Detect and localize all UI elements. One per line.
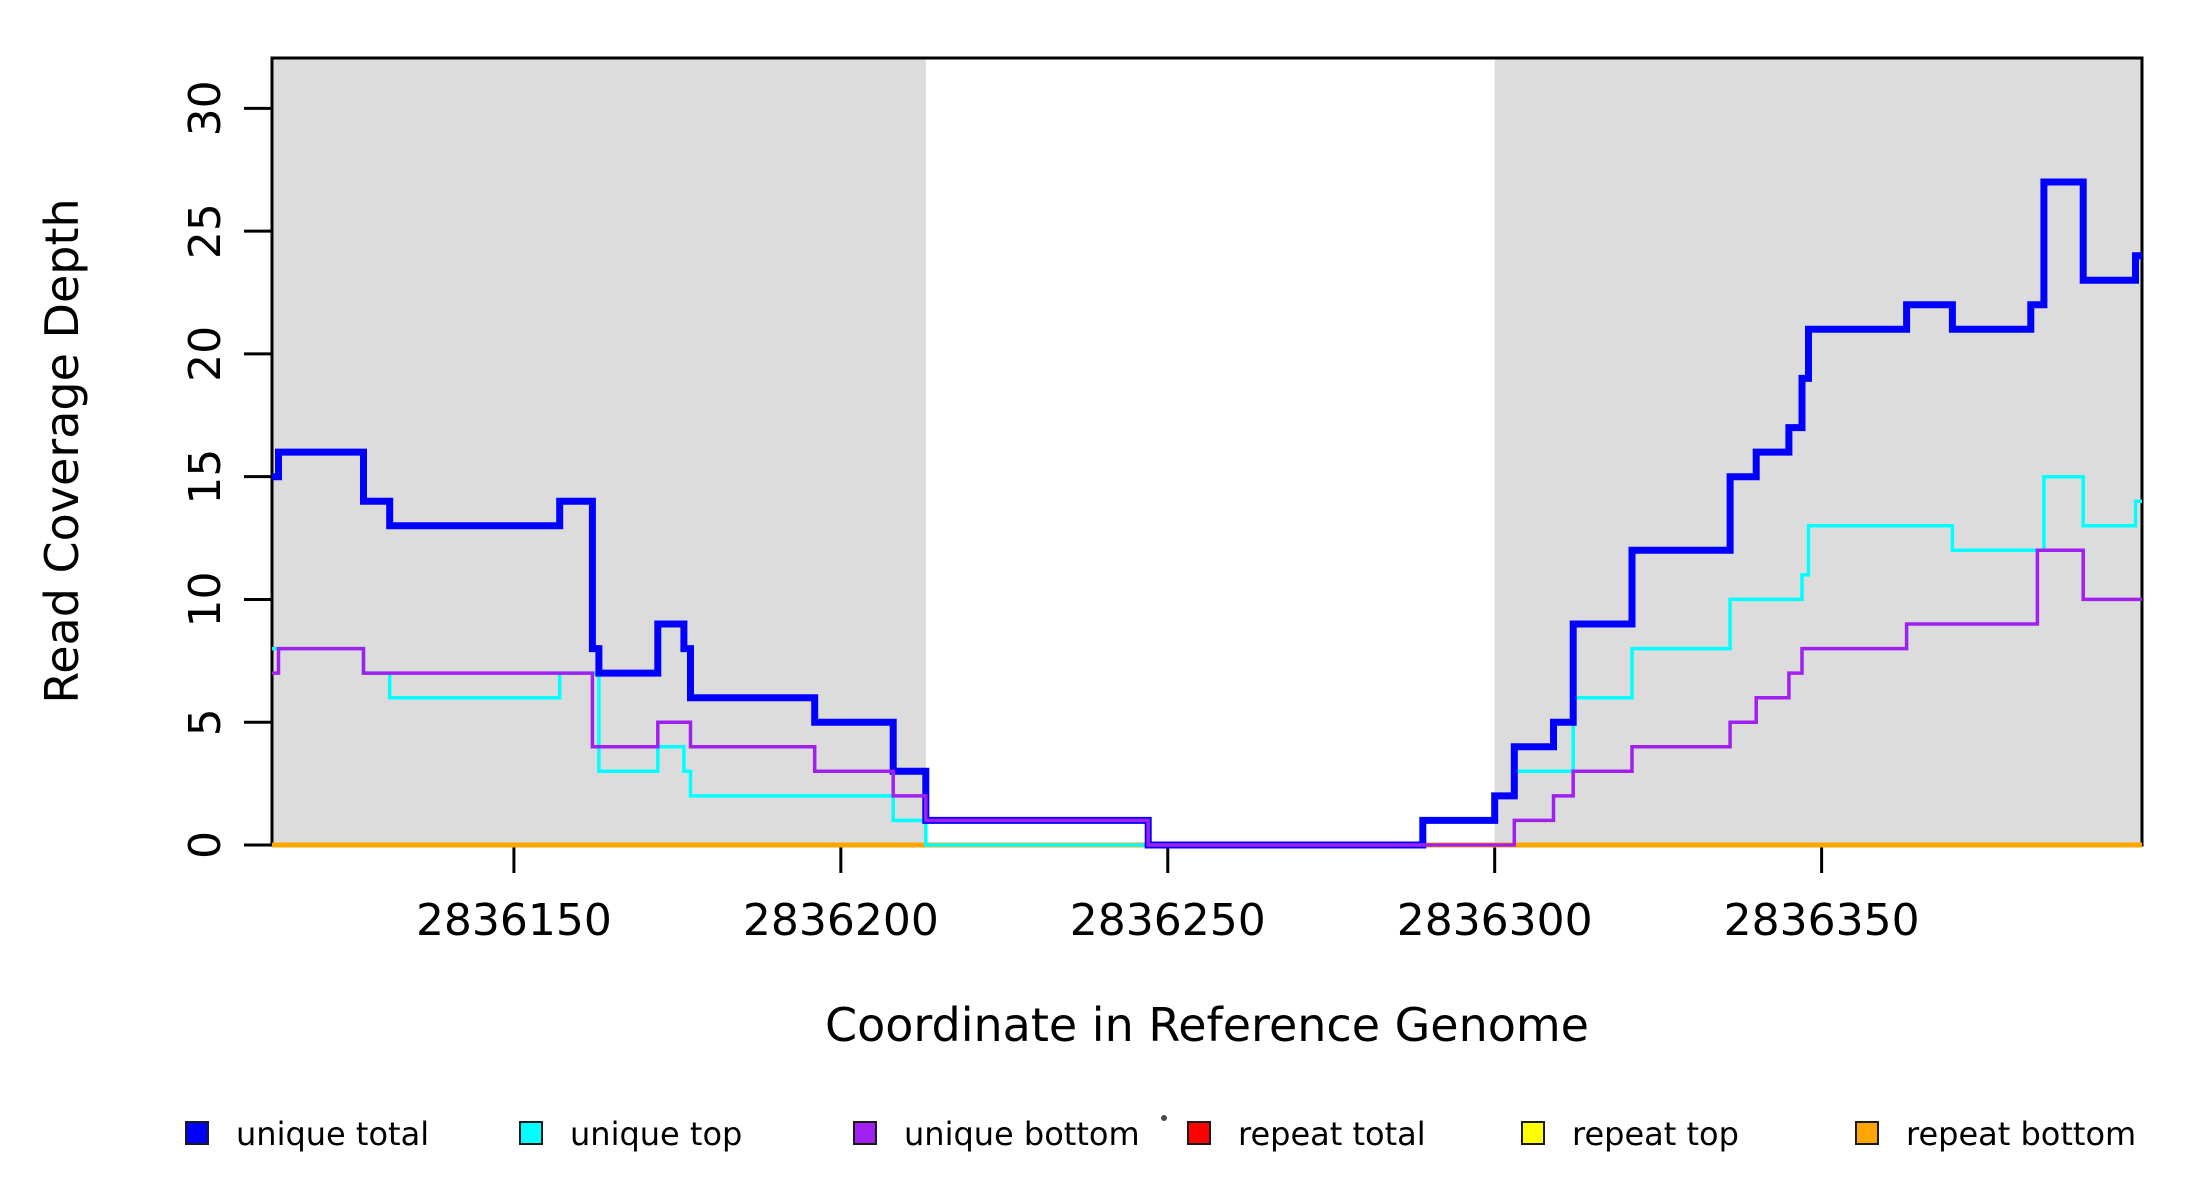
x-tick-label: 2836300 (1397, 895, 1593, 946)
y-tick-label: 5 (180, 708, 231, 736)
legend-swatch-unique-top (519, 1121, 543, 1145)
series-line-unique-total (272, 178, 2142, 849)
shaded-region (1494, 58, 2142, 845)
legend-label-unique-total: unique total (236, 1115, 429, 1153)
y-tick-label: 20 (180, 326, 231, 382)
y-tick-label: 15 (180, 449, 231, 505)
legend-label-repeat-top: repeat top (1572, 1115, 1739, 1153)
x-tick-label: 2836200 (743, 895, 939, 946)
x-tick-label: 2836350 (1724, 895, 1920, 946)
series-line-unique-bottom (272, 548, 2142, 847)
y-tick-label: 10 (180, 571, 231, 627)
legend-swatch-unique-total (185, 1121, 209, 1145)
legend-swatch-repeat-top (1521, 1121, 1545, 1145)
legend-label-unique-top: unique top (570, 1115, 742, 1153)
y-axis-title: Read Coverage Depth (35, 198, 89, 704)
legend-swatch-unique-bottom (853, 1121, 877, 1145)
legend-label-unique-bottom: unique bottom (904, 1115, 1140, 1153)
stray-dot-artifact (1161, 1115, 1167, 1121)
y-tick-label: 25 (180, 203, 231, 259)
legend-label-repeat-total: repeat total (1238, 1115, 1426, 1153)
x-tick-label: 2836250 (1070, 895, 1266, 946)
x-tick-label: 2836150 (416, 895, 612, 946)
y-tick-label: 30 (180, 80, 231, 136)
legend-swatch-repeat-total (1187, 1121, 1211, 1145)
legend-label-repeat-bottom: repeat bottom (1906, 1115, 2136, 1153)
x-axis-title: Coordinate in Reference Genome (825, 998, 1589, 1052)
legend-swatch-repeat-bottom (1855, 1121, 1879, 1145)
y-tick-label: 0 (180, 831, 231, 859)
